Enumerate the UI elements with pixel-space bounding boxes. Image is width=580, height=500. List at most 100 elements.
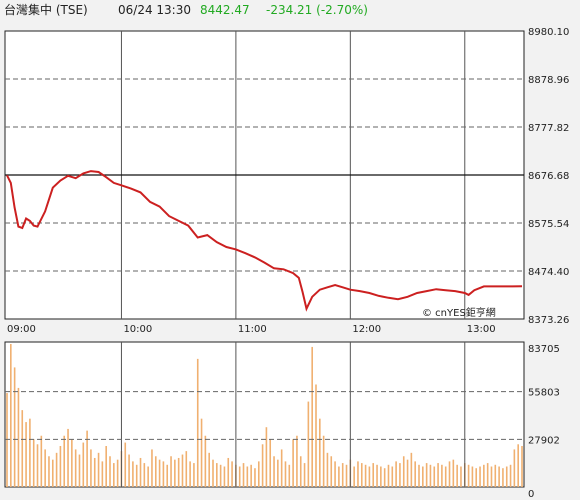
volume-bar bbox=[132, 461, 134, 487]
volume-bar bbox=[292, 439, 294, 487]
volume-bar bbox=[376, 464, 378, 487]
volume-bar bbox=[395, 461, 397, 487]
volume-bar bbox=[490, 466, 493, 487]
volume-bar bbox=[17, 387, 20, 487]
volume-bar bbox=[151, 449, 153, 487]
volume-bar bbox=[475, 468, 478, 487]
volume-bar bbox=[223, 466, 226, 487]
volume-bar bbox=[517, 444, 519, 487]
volume-bar bbox=[406, 459, 409, 487]
volume-bar bbox=[32, 439, 35, 487]
volume-bar bbox=[124, 442, 127, 487]
volume-bar bbox=[273, 456, 275, 487]
time-tick-label: 13:00 bbox=[467, 324, 496, 335]
volume-bar bbox=[147, 466, 149, 487]
volume-bar bbox=[196, 358, 199, 487]
volume-bar bbox=[422, 466, 424, 487]
volume-bar bbox=[315, 384, 317, 487]
volume-bar bbox=[74, 449, 77, 487]
volume-bar bbox=[433, 466, 436, 487]
volume-bars bbox=[6, 344, 523, 487]
volume-bar bbox=[288, 464, 291, 487]
volume-bar bbox=[113, 463, 115, 487]
volume-bar bbox=[254, 468, 256, 487]
volume-bar bbox=[368, 466, 371, 487]
volume-bar bbox=[55, 452, 58, 487]
volume-bar bbox=[51, 459, 54, 487]
price-tick-label: 8878.96 bbox=[528, 75, 569, 86]
volume-bar bbox=[78, 454, 81, 487]
volume-tick-label: 0 bbox=[528, 489, 534, 500]
volume-tick-label: 55803 bbox=[528, 388, 560, 399]
volume-bar bbox=[128, 454, 130, 487]
volume-bar bbox=[48, 456, 50, 487]
time-tick-label: 11:00 bbox=[238, 324, 267, 335]
volume-bar bbox=[257, 461, 260, 487]
volume-panel: 83705 55803 27902 0 bbox=[4, 341, 560, 500]
volume-bar bbox=[154, 456, 157, 487]
price-panel: 8980.10 8878.96 8777.82 8676.68 8575.54 8474.… bbox=[4, 27, 569, 326]
volume-bar bbox=[181, 454, 184, 487]
volume-bar bbox=[177, 457, 180, 487]
volume-bar bbox=[25, 422, 27, 487]
volume-bar bbox=[372, 463, 375, 487]
volume-bar bbox=[143, 463, 146, 487]
volume-bar bbox=[139, 457, 142, 487]
volume-bar bbox=[509, 464, 512, 487]
volume-bar bbox=[185, 451, 188, 487]
price-tick-label: 8373.26 bbox=[528, 315, 569, 326]
volume-bar bbox=[357, 461, 359, 487]
volume-bar bbox=[219, 464, 222, 487]
volume-bar bbox=[109, 456, 111, 487]
volume-bar bbox=[345, 464, 348, 487]
price-change: -234.21 (-2.70%) bbox=[266, 3, 368, 17]
time-tick-label: 12:00 bbox=[352, 324, 381, 335]
volume-bar bbox=[353, 466, 355, 487]
volume-bar bbox=[208, 452, 210, 487]
volume-bar bbox=[135, 464, 138, 487]
volume-bar bbox=[280, 449, 283, 487]
volume-bar bbox=[67, 428, 69, 487]
volume-bar bbox=[250, 464, 252, 487]
time-axis: 09:00 10:00 11:00 12:00 13:00 bbox=[7, 324, 496, 335]
volume-bar bbox=[162, 461, 165, 487]
volume-bar bbox=[200, 418, 203, 487]
volume-bar bbox=[319, 418, 321, 487]
volume-bar bbox=[418, 464, 420, 487]
price-y-axis: 8980.10 8878.96 8777.82 8676.68 8575.54 8474.… bbox=[528, 27, 569, 326]
volume-bar bbox=[513, 449, 516, 487]
volume-bar bbox=[71, 439, 73, 487]
volume-bar bbox=[242, 463, 245, 487]
time-tick-label: 10:00 bbox=[123, 324, 152, 335]
volume-bar bbox=[189, 461, 191, 487]
volume-bar bbox=[322, 435, 325, 487]
volume-bar bbox=[502, 468, 504, 487]
volume-tick-label: 27902 bbox=[528, 435, 560, 446]
volume-bar bbox=[364, 464, 367, 487]
volume-bar bbox=[269, 439, 272, 487]
volume-bar bbox=[212, 459, 214, 487]
volume-bar bbox=[402, 456, 405, 487]
price-tick-label: 8575.54 bbox=[528, 219, 569, 230]
volume-bar bbox=[227, 457, 230, 487]
volume-bar bbox=[82, 442, 85, 487]
volume-bar bbox=[479, 466, 481, 487]
volume-bar bbox=[334, 461, 336, 487]
volume-y-axis: 83705 55803 27902 0 bbox=[528, 344, 560, 500]
price-grid bbox=[5, 31, 524, 319]
volume-bar bbox=[204, 435, 207, 487]
volume-tick-label: 83705 bbox=[528, 344, 560, 355]
volume-bar bbox=[105, 445, 107, 487]
volume-bar bbox=[193, 463, 195, 487]
volume-bar bbox=[40, 435, 43, 487]
volume-bar bbox=[326, 452, 329, 487]
volume-bar bbox=[425, 463, 428, 487]
data-credit: © cnYES鉅亨網 bbox=[422, 306, 496, 319]
volume-bar bbox=[452, 459, 455, 487]
volume-bar bbox=[441, 464, 443, 487]
volume-bar bbox=[498, 466, 500, 487]
volume-bar bbox=[101, 461, 104, 487]
volume-bar bbox=[471, 466, 474, 487]
volume-bar bbox=[296, 435, 298, 487]
